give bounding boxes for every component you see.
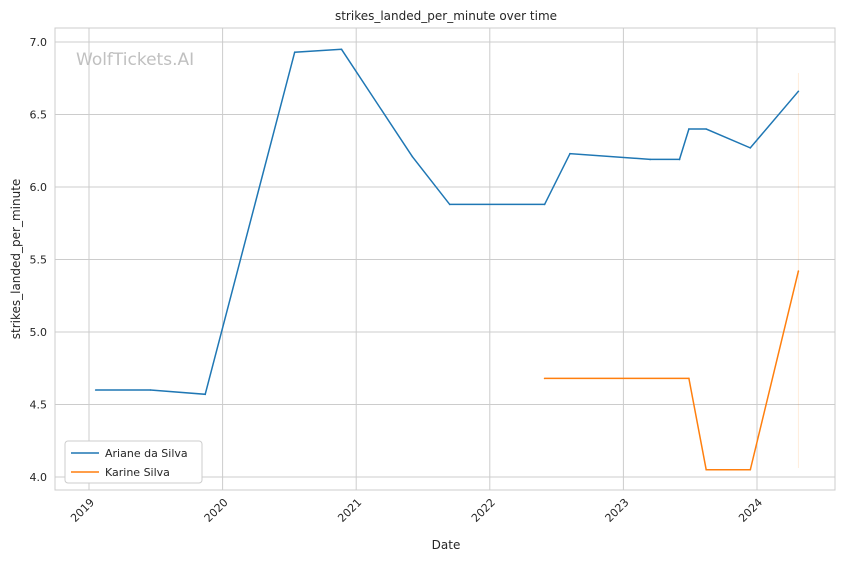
x-tick-label: 2021 [335, 496, 364, 525]
series-line-1 [544, 270, 800, 471]
legend: Ariane da Silva Karine Silva [64, 440, 203, 484]
y-tick-label: 6.0 [30, 181, 48, 194]
data-point [149, 389, 152, 391]
data-point [448, 203, 451, 206]
y-tick-label: 5.5 [30, 254, 48, 267]
data-point [688, 377, 690, 380]
x-tick-label: 2023 [603, 496, 632, 525]
data-point [678, 158, 681, 161]
y-tick-label: 7.0 [30, 36, 48, 49]
data-point [569, 152, 571, 155]
y-axis-label: strikes_landed_per_minute [9, 179, 23, 340]
watermark: WolfTickets.AI [76, 50, 194, 70]
y-tick-label: 6.5 [30, 109, 48, 122]
x-axis-label: Date [432, 538, 461, 552]
data-point [705, 468, 708, 471]
y-tick-label: 4.0 [30, 471, 48, 484]
series-line-0 [95, 48, 799, 396]
data-point [749, 468, 752, 471]
data-point [204, 393, 207, 396]
data-point [749, 147, 752, 149]
data-point [797, 270, 800, 272]
data-point [649, 158, 651, 161]
legend-label-karine: Karine Silva [105, 466, 170, 479]
legend-label-ariane: Ariane da Silva [105, 447, 188, 460]
x-tick-label: 2022 [469, 496, 498, 525]
chart-title: strikes_landed_per_minute over time [335, 9, 557, 23]
data-point [293, 51, 296, 53]
x-tick-label: 2020 [202, 496, 231, 525]
data-point [94, 389, 97, 391]
x-tick-label: 2019 [68, 496, 97, 525]
data-point [543, 377, 546, 380]
data-point [340, 48, 343, 51]
data-point [705, 128, 708, 130]
data-point [543, 203, 546, 206]
data-point [411, 155, 414, 158]
data-point [797, 90, 800, 93]
x-tick-label: 2024 [736, 496, 765, 525]
y-tick-label: 5.0 [30, 326, 48, 339]
y-tick-label: 4.5 [30, 399, 48, 412]
plot-frame [54, 27, 836, 491]
data-point [688, 128, 690, 130]
legend-box [64, 440, 203, 484]
